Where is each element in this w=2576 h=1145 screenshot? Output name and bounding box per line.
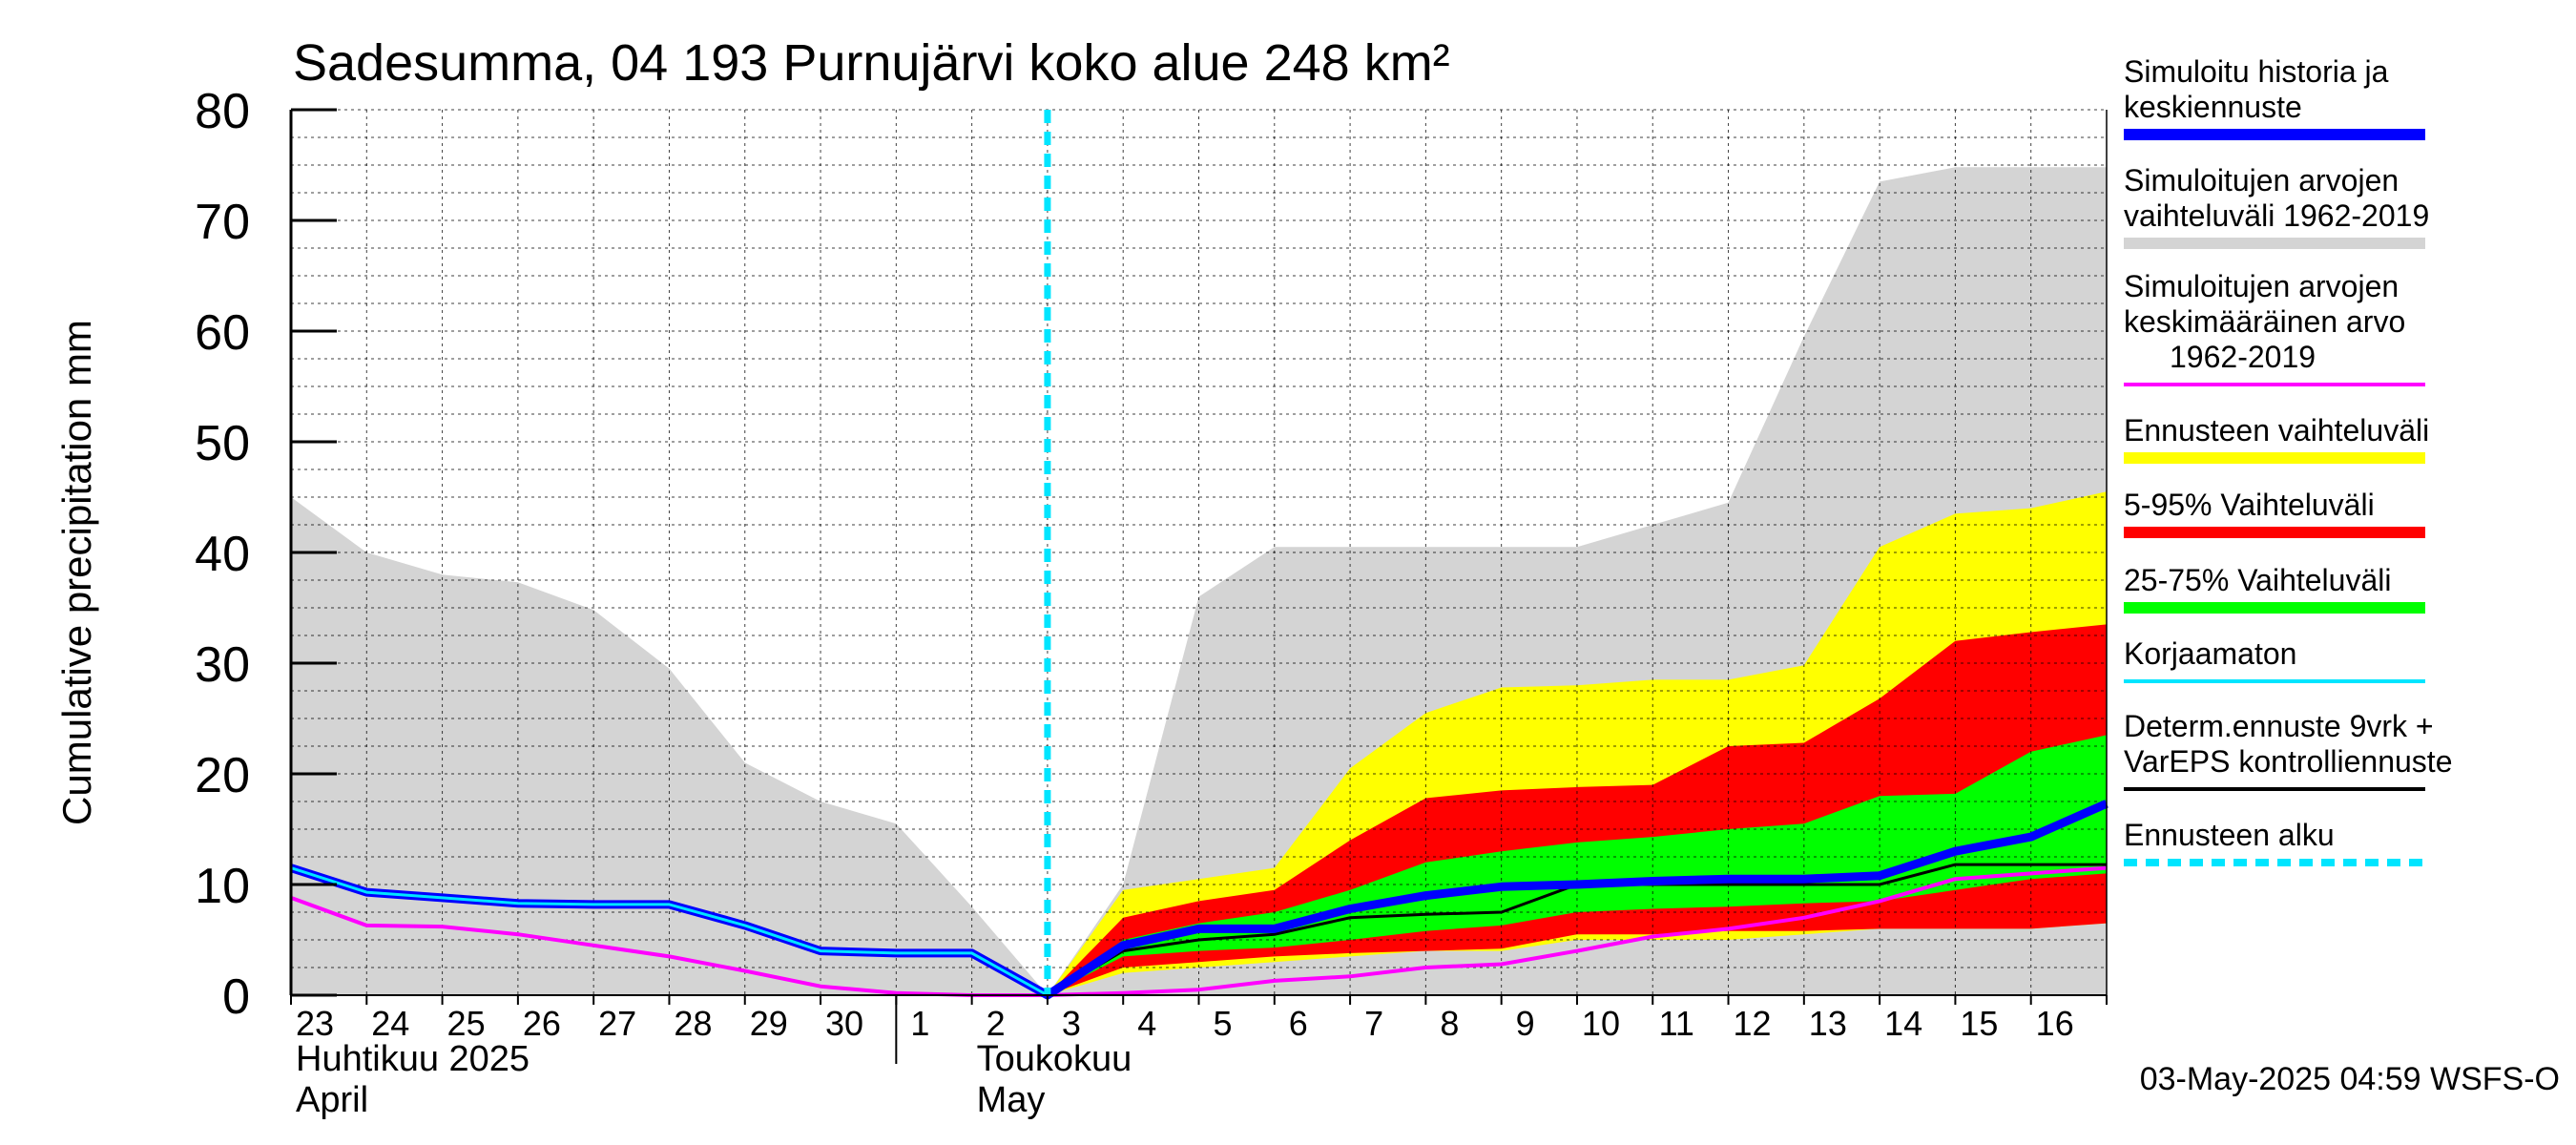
x-tick-label: 7 [1364,1004,1383,1043]
legend-label: 5-95% Vaihteluväli [2124,488,2375,522]
y-tick-label: 80 [195,84,250,139]
x-tick-label: 26 [523,1004,561,1043]
x-tick-label: 24 [371,1004,409,1043]
x-tick-label: 3 [1062,1004,1081,1043]
legend-label: VarEPS kontrolliennuste [2124,744,2452,779]
x-tick-label: 10 [1582,1004,1620,1043]
x-tick-label: 28 [674,1004,712,1043]
legend-label: Korjaamaton [2124,636,2296,671]
x-tick-label: 15 [1960,1004,1998,1043]
x-tick-label: 30 [825,1004,863,1043]
legend-label: vaihteluväli 1962-2019 [2124,198,2429,233]
month-label-english: May [977,1080,1046,1120]
x-tick-label: 5 [1213,1004,1232,1043]
mean-line [290,865,2108,997]
month-label-english: April [296,1080,368,1120]
legend-label: 1962-2019 [2170,340,2316,374]
legend-label: Simuloitujen arvojen [2124,163,2399,198]
x-tick-label: 1 [910,1004,929,1043]
x-tick-label: 9 [1516,1004,1535,1043]
x-tick-label: 13 [1809,1004,1847,1043]
y-tick-label: 0 [222,969,250,1025]
legend-label: Ennusteen vaihteluväli [2124,413,2429,448]
legend-label: Ennusteen alku [2124,818,2335,852]
x-tick-label: 6 [1289,1004,1308,1043]
y-tick-label: 70 [195,195,250,250]
month-label: Toukokuu [977,1039,1132,1079]
legend-label: Simuloitujen arvojen [2124,269,2399,303]
x-tick-label: 4 [1137,1004,1156,1043]
x-tick-label: 8 [1440,1004,1459,1043]
chart-title: Sadesumma, 04 193 Purnujärvi koko alue 2… [293,34,1450,92]
legend-label: Determ.ennuste 9vrk + [2124,709,2434,743]
y-axis-label: Cumulative precipitation mm [54,320,99,825]
y-tick-label: 50 [195,416,250,471]
legend-label: 25-75% Vaihteluväli [2124,563,2391,597]
x-tick-label: 29 [750,1004,788,1043]
x-tick-label: 16 [2036,1004,2074,1043]
timestamp: 03-May-2025 04:59 WSFS-O [2140,1061,2560,1097]
x-tick-label: 25 [447,1004,486,1043]
x-tick-label: 12 [1734,1004,1772,1043]
uncorrected-line [290,866,1049,997]
y-tick-label: 40 [195,527,250,582]
legend-label: keskiennuste [2124,90,2302,124]
y-tick-label: 20 [195,748,250,803]
plot-area [289,109,2109,1000]
x-tick-label: 27 [598,1004,636,1043]
y-tick-label: 60 [195,305,250,361]
x-tick-label: 23 [296,1004,334,1043]
legend-label: Simuloitu historia ja [2124,54,2389,89]
legend-label: keskimääräinen arvo [2124,304,2405,339]
x-tick-label: 14 [1884,1004,1922,1043]
y-tick-label: 30 [195,637,250,693]
month-label: Huhtikuu 2025 [296,1039,530,1079]
x-tick-label: 2 [987,1004,1006,1043]
x-tick-label: 11 [1659,1004,1694,1043]
y-tick-label: 10 [195,859,250,914]
